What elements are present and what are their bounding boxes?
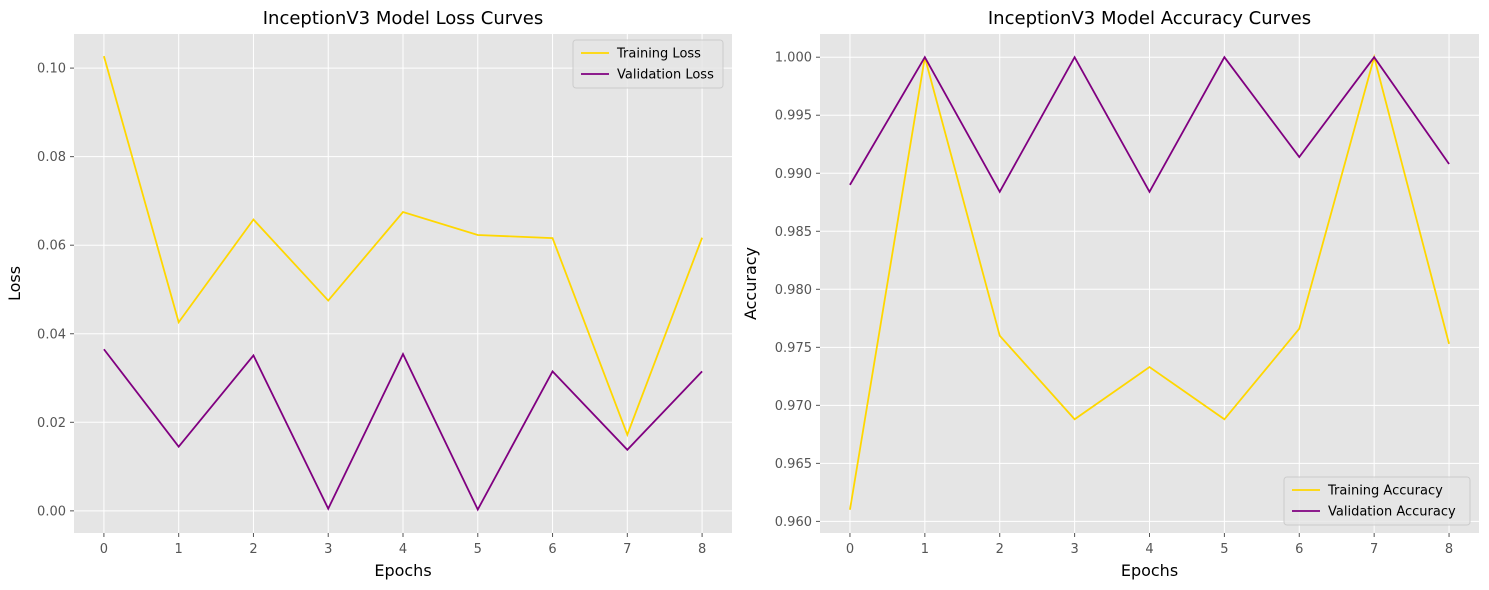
accuracy-y-tick-label: 0.975 [775, 341, 812, 356]
loss-x-tick-label: 1 [175, 542, 183, 557]
loss-series-line-validation [103, 348, 703, 512]
loss-x-tick-label: 0 [100, 542, 108, 557]
accuracy-chart: 0 1 2 3 4 5 6 7 8 0.960 0.965 0.970 0.975 0.980 0.985 0… [741, 8, 1479, 580]
loss-x-axis-label: Epochs [374, 561, 431, 580]
accuracy-x-tick-label: 6 [1295, 542, 1303, 557]
accuracy-legend-box [1283, 476, 1471, 526]
accuracy-x-tick-label: 1 [921, 542, 929, 557]
loss-x-tick-label: 4 [399, 542, 407, 557]
loss-x-tick-label: 6 [548, 542, 556, 557]
loss-y-tick-label: 0.00 [37, 504, 66, 519]
accuracy-y-axis-label: Accuracy [741, 247, 760, 320]
accuracy-x-tick-label: 0 [846, 542, 854, 557]
loss-x-tick-label: 5 [474, 542, 482, 557]
loss-y-tick-label: 0.06 [37, 239, 66, 254]
loss-y-tick-label: 0.02 [37, 416, 66, 431]
accuracy-legend-label: Training Accuracy [1327, 484, 1443, 499]
accuracy-x-axis-label: Epochs [1121, 561, 1178, 580]
accuracy-legend: Training Accuracy Validation Accuracy [1283, 476, 1471, 526]
loss-x-tick-label: 3 [324, 542, 332, 557]
loss-legend-label: Validation Loss [617, 68, 714, 83]
accuracy-x-tick-label: 4 [1145, 542, 1153, 557]
accuracy-y-tick-label: 0.995 [775, 109, 812, 124]
loss-x-tick-label: 7 [623, 542, 631, 557]
loss-y-tick-label: 0.10 [37, 62, 66, 77]
accuracy-y-tick-label: 0.985 [775, 225, 812, 240]
loss-y-tick-label: 0.04 [37, 327, 66, 342]
accuracy-series-line-validation [849, 55, 1450, 194]
accuracy-chart-title: InceptionV3 Model Accuracy Curves [988, 8, 1311, 29]
loss-legend: Training Loss Validation Loss [572, 39, 724, 89]
accuracy-x-tick-label: 8 [1445, 542, 1453, 557]
loss-legend-box [572, 39, 724, 89]
accuracy-x-tick-label: 2 [996, 542, 1004, 557]
accuracy-x-tick-label: 3 [1070, 542, 1078, 557]
loss-chart-title: InceptionV3 Model Loss Curves [263, 8, 544, 29]
loss-chart: 0 1 2 3 4 5 6 7 8 0.00 0.02 0.04 0.06 0.08 0.10 Incepti… [5, 8, 732, 580]
loss-series-line-training [103, 55, 703, 438]
accuracy-x-tick-label: 5 [1220, 542, 1228, 557]
accuracy-y-tick-label: 0.970 [775, 399, 812, 414]
loss-legend-label: Training Loss [616, 47, 701, 62]
loss-x-tick-label: 2 [249, 542, 257, 557]
loss-x-tick-label: 8 [698, 542, 706, 557]
accuracy-y-tick-label: 0.960 [775, 515, 812, 530]
loss-y-tick-label: 0.08 [37, 150, 66, 165]
accuracy-y-tick-label: 0.980 [775, 283, 812, 298]
accuracy-y-tick-label: 0.990 [775, 167, 812, 182]
accuracy-legend-label: Validation Accuracy [1328, 505, 1456, 520]
accuracy-y-tick-label: 0.965 [775, 457, 812, 472]
accuracy-x-tick-label: 7 [1370, 542, 1378, 557]
accuracy-y-tick-label: 1.000 [775, 51, 812, 66]
loss-y-axis-label: Loss [5, 266, 24, 301]
accuracy-series-line-training [849, 53, 1450, 510]
